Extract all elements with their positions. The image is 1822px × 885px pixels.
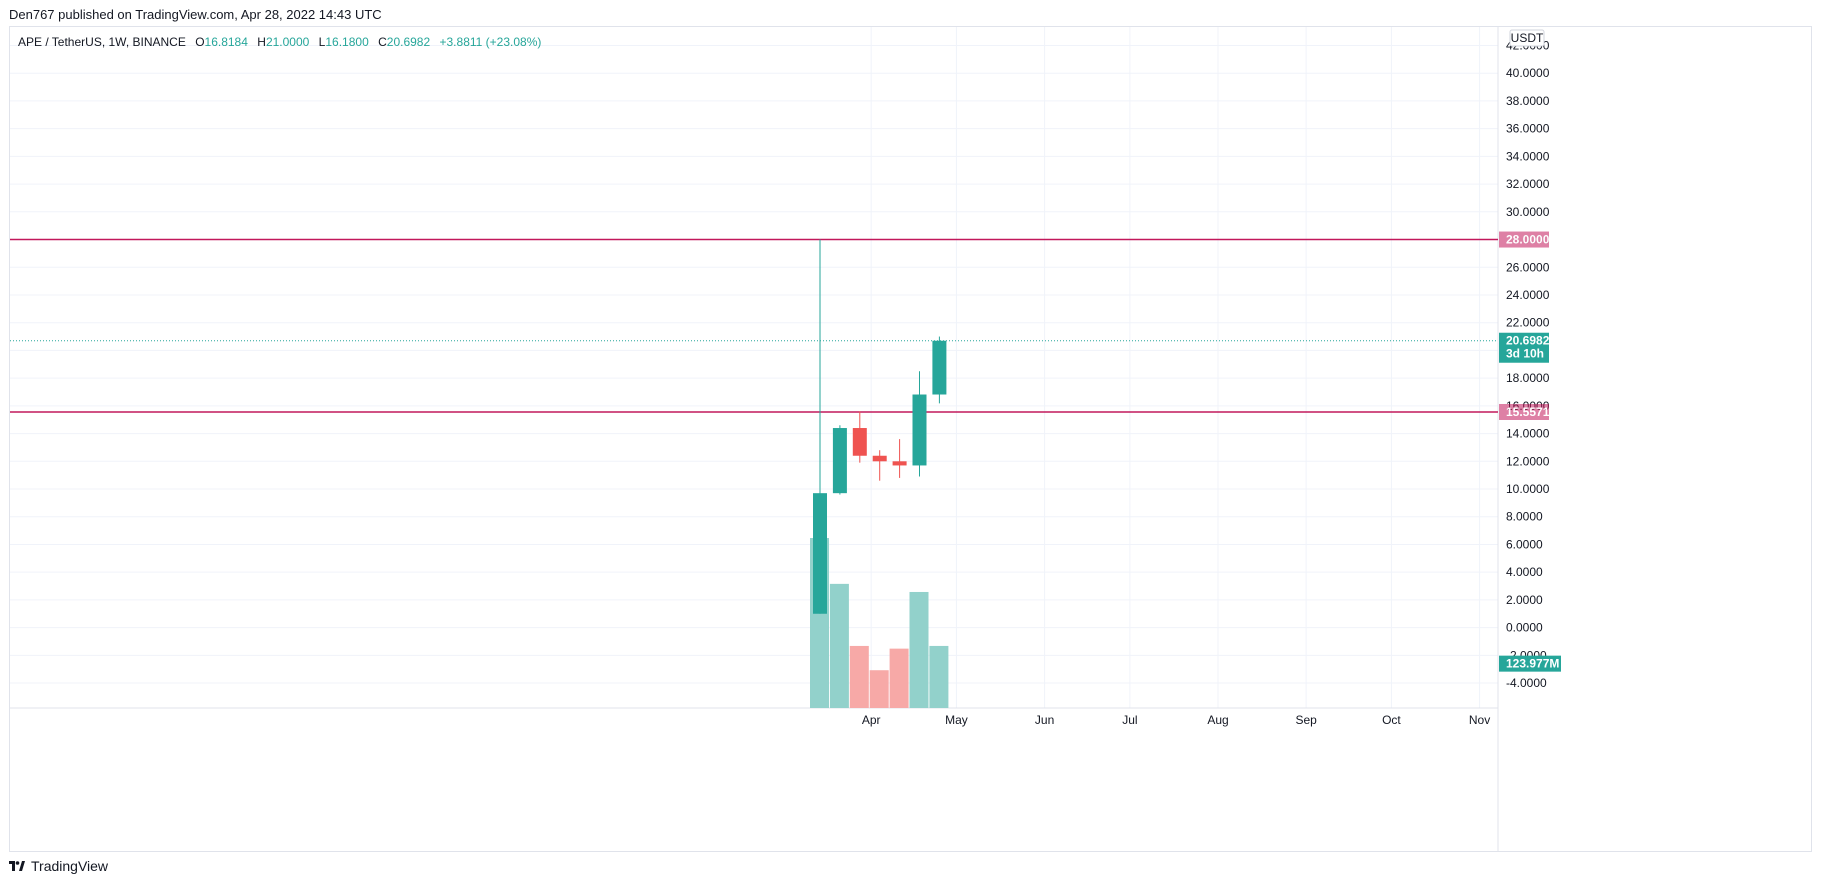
- currency-label-box[interactable]: [1509, 29, 1545, 47]
- x-tick-label: Apr: [862, 713, 881, 727]
- candle-body[interactable]: [832, 428, 847, 494]
- change-value: +3.8811 (+23.08%): [439, 35, 542, 49]
- candle-body[interactable]: [872, 455, 887, 462]
- chart-area[interactable]: -4.0000 -2.0000 0.0000 2.0000 4.0000 6.0000 8.…: [9, 26, 1812, 852]
- volume-label: 123.977M: [1506, 657, 1559, 671]
- candle-body[interactable]: [932, 340, 947, 395]
- x-tick-label: Jul: [1122, 713, 1137, 727]
- y-tick-label: 40.0000: [1506, 66, 1550, 80]
- hline-price-badge: [1499, 403, 1549, 420]
- ohlc-legend: APE / TetherUS, 1W, BINANCE O16.8184 H21…: [18, 35, 541, 49]
- candle-body[interactable]: [912, 394, 927, 466]
- y-tick-label: 4.0000: [1506, 565, 1543, 579]
- tradingview-logo-icon: [9, 861, 25, 871]
- volume-bar: [849, 645, 869, 708]
- high-value: 21.0000: [265, 35, 310, 49]
- y-tick-label: 30.0000: [1506, 205, 1550, 219]
- x-tick-label: Sep: [1295, 713, 1317, 727]
- x-tick-label: Oct: [1382, 713, 1401, 727]
- tradingview-logo[interactable]: TradingView: [9, 858, 108, 874]
- low-value: 16.1800: [325, 35, 369, 49]
- close-value: 20.6982: [386, 35, 431, 49]
- volume-bar: [929, 645, 949, 708]
- y-tick-label: 14.0000: [1506, 427, 1550, 441]
- open-value: 16.8184: [204, 35, 248, 49]
- open-label: O: [195, 35, 205, 49]
- y-tick-label: 8.0000: [1506, 510, 1543, 524]
- countdown-label: 3d 10h: [1506, 347, 1544, 361]
- hline-price-label: 28.0000: [1506, 233, 1550, 247]
- y-tick-label: 10.0000: [1506, 482, 1550, 496]
- chart-svg[interactable]: -4.0000-2.00000.00002.00004.00006.00008.…: [10, 27, 1812, 852]
- tradingview-brand: TradingView: [31, 858, 109, 874]
- y-tick-label: 38.0000: [1506, 94, 1550, 108]
- volume-bar: [889, 648, 909, 708]
- symbol-label: APE / TetherUS, 1W, BINANCE: [18, 35, 186, 49]
- y-tick-label: 18.0000: [1506, 371, 1550, 385]
- hline-price-label: 15.5571: [1506, 405, 1550, 419]
- volume-bar: [829, 583, 849, 708]
- volume-bar: [869, 670, 889, 708]
- y-tick-label: 12.0000: [1506, 454, 1550, 468]
- y-tick-label: 26.0000: [1506, 260, 1550, 274]
- y-tick-label: 2.0000: [1506, 593, 1543, 607]
- candle-body[interactable]: [892, 461, 907, 466]
- candle-body[interactable]: [813, 493, 827, 614]
- y-tick-label: 32.0000: [1506, 177, 1550, 191]
- publish-line: Den767 published on TradingView.com, Apr…: [9, 7, 382, 22]
- hline-price-badge: [1499, 231, 1549, 248]
- volume-bar: [909, 591, 929, 708]
- x-tick-label: Nov: [1469, 713, 1490, 727]
- x-tick-label: Jun: [1035, 713, 1054, 727]
- close-label: C: [378, 35, 387, 49]
- last-price-badge: [1499, 332, 1549, 363]
- candle-body[interactable]: [852, 428, 867, 456]
- low-label: L: [318, 35, 326, 49]
- last-price-label: 20.6982: [1506, 334, 1550, 348]
- y-tick-label: -4.0000: [1506, 676, 1547, 690]
- y-tick-label: 0.0000: [1506, 621, 1543, 635]
- y-tick-label: 34.0000: [1506, 149, 1550, 163]
- currency-label: USDT: [1511, 31, 1544, 45]
- x-tick-label: May: [945, 713, 968, 727]
- y-tick-label: 36.0000: [1506, 122, 1550, 136]
- high-label: H: [257, 35, 266, 49]
- y-tick-label: 22.0000: [1506, 316, 1550, 330]
- volume-badge: [1499, 655, 1561, 672]
- y-tick-label: 6.0000: [1506, 537, 1543, 551]
- x-tick-label: Aug: [1207, 713, 1228, 727]
- y-tick-label: 24.0000: [1506, 288, 1550, 302]
